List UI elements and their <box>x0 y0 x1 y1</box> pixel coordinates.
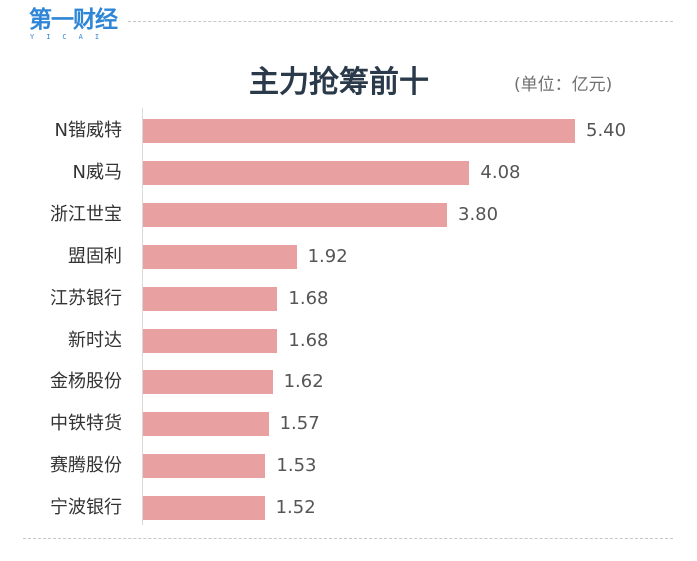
chart-title: 主力抢筹前十 <box>249 65 429 100</box>
category-label: 新时达 <box>68 329 122 351</box>
brand-logo: 第一财经 YICAI <box>29 6 121 42</box>
bar <box>143 370 273 395</box>
value-label: 4.08 <box>480 161 521 183</box>
category-label: N锴威特 <box>54 120 122 141</box>
value-label: 1.68 <box>288 329 329 351</box>
value-label: 1.62 <box>283 371 324 393</box>
brand-name: 第一财经 <box>29 7 118 33</box>
value-label: 3.80 <box>458 203 499 225</box>
bar <box>143 412 269 437</box>
category-label: 盟固利 <box>68 245 122 267</box>
bar <box>143 160 470 185</box>
category-axis-line <box>142 108 143 525</box>
bottom-divider <box>23 538 673 539</box>
category-label: 中铁特货 <box>50 413 122 435</box>
bar <box>143 244 297 269</box>
category-label: 金杨股份 <box>50 371 122 393</box>
category-label: 江苏银行 <box>50 287 122 309</box>
unit-label: (单位：亿元) <box>514 75 613 95</box>
bar <box>143 202 447 227</box>
bar <box>143 119 575 143</box>
bar <box>143 496 265 521</box>
value-label: 1.92 <box>307 245 348 267</box>
brand-subtitle: YICAI <box>30 33 112 41</box>
category-label: 浙江世宝 <box>50 203 122 225</box>
bar <box>143 328 278 353</box>
category-label: 赛腾股份 <box>50 455 122 477</box>
bar <box>143 286 278 311</box>
value-label: 1.52 <box>275 497 316 519</box>
value-label: 1.68 <box>288 287 329 309</box>
category-label: 宁波银行 <box>50 497 122 519</box>
category-label: N威马 <box>72 161 122 183</box>
value-label: 5.40 <box>586 120 627 141</box>
top-divider <box>128 21 673 22</box>
value-label: 1.57 <box>279 413 320 435</box>
value-label: 1.53 <box>276 455 317 477</box>
bar <box>143 454 266 479</box>
